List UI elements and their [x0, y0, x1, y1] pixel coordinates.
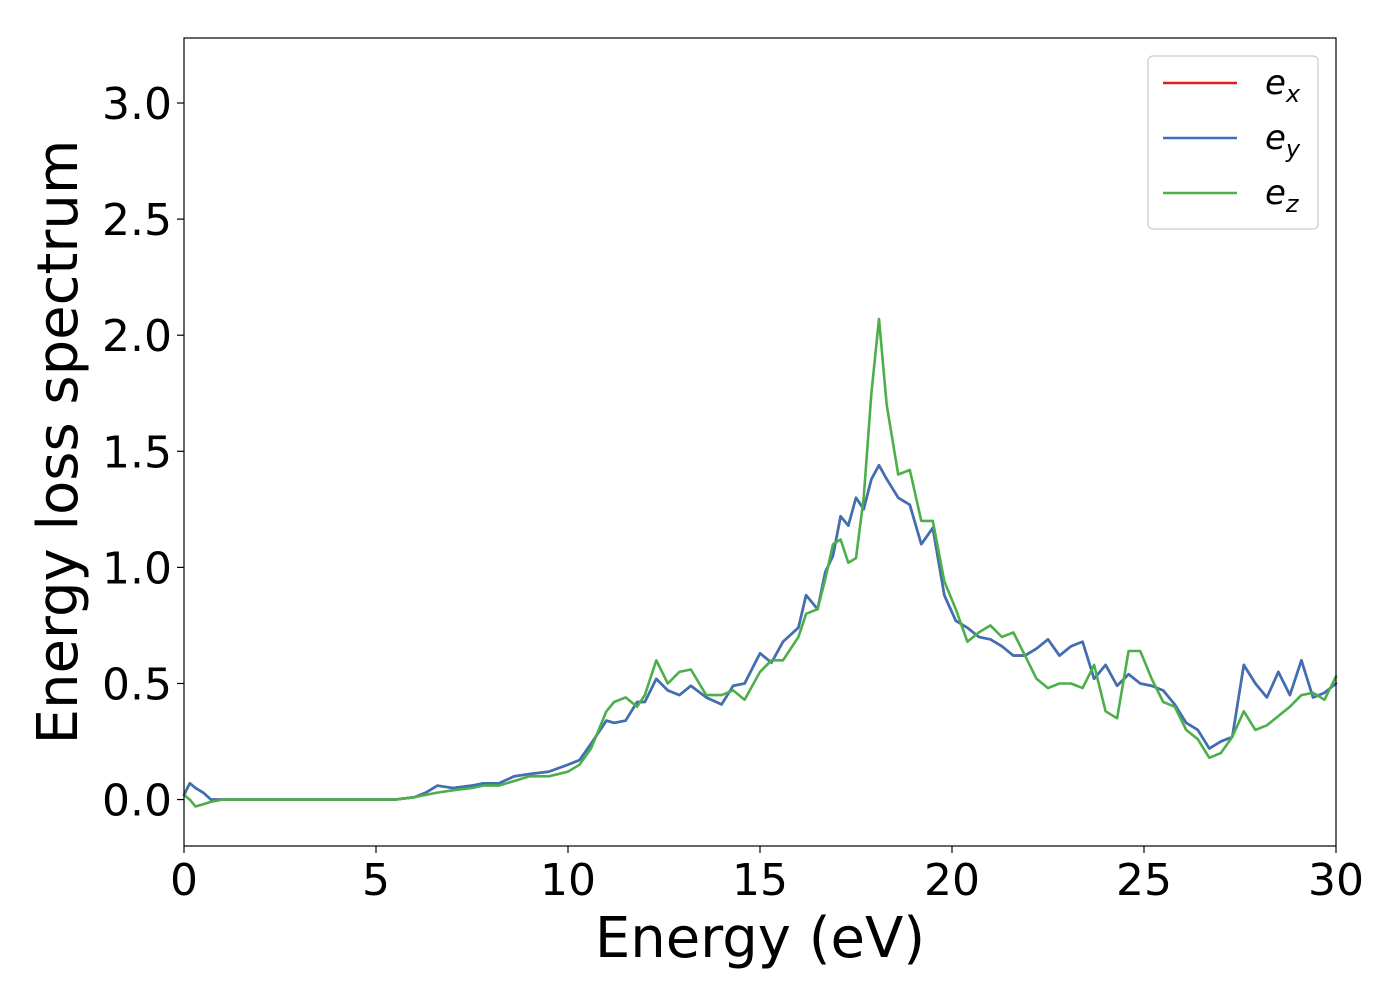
- y-tick-label: 0.5: [102, 659, 172, 710]
- y-tick-label: 0.0: [102, 776, 172, 827]
- x-tick-label: 20: [924, 855, 980, 906]
- plot-lines: [182, 317, 1338, 808]
- legend-box: [1147, 55, 1319, 230]
- x-tick-label: 25: [1116, 855, 1172, 906]
- x-tick-label: 0: [170, 855, 198, 906]
- series-line-ex: [182, 463, 1338, 801]
- legend-subscript: x: [1285, 80, 1301, 108]
- x-axis-ticks: 0 5 10 15 20 25 30: [170, 846, 1364, 906]
- y-tick-label: 2.5: [102, 195, 172, 246]
- x-tick-label: 30: [1308, 855, 1364, 906]
- x-tick-label: 5: [362, 855, 390, 906]
- legend-subscript: z: [1285, 190, 1300, 218]
- y-tick-label: 1.0: [102, 543, 172, 594]
- y-axis-label: Energy loss spectrum: [26, 140, 91, 745]
- y-tick-label: 2.0: [102, 311, 172, 362]
- x-axis-label: Energy (eV): [595, 906, 925, 971]
- y-tick-label: 1.5: [102, 427, 172, 478]
- series-line-ey: [182, 463, 1338, 801]
- x-tick-label: 15: [732, 855, 788, 906]
- y-tick-label: 3.0: [102, 79, 172, 130]
- series-line-ez: [182, 317, 1338, 808]
- legend-subscript: y: [1285, 135, 1301, 163]
- y-axis-ticks: 0.0 0.5 1.0 1.5 2.0 2.5 3.0: [102, 79, 184, 827]
- x-tick-label: 10: [540, 855, 596, 906]
